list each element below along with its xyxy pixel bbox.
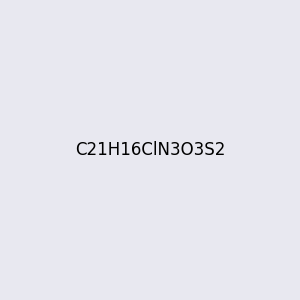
Text: C21H16ClN3O3S2: C21H16ClN3O3S2 <box>75 141 225 159</box>
